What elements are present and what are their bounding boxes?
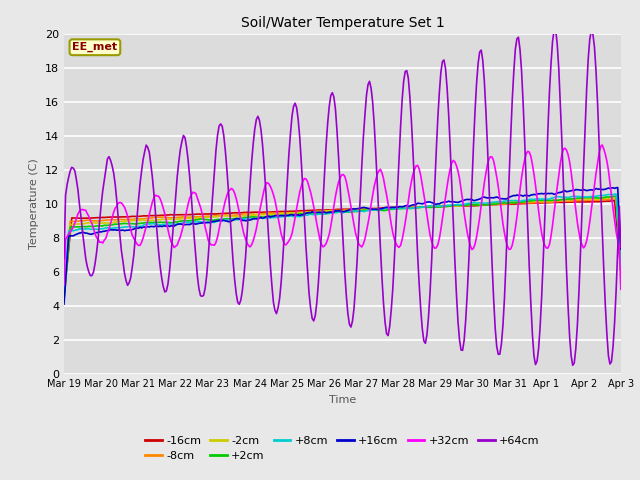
+8cm [254,216,262,221]
-8cm [617,262,625,267]
+32cm [617,287,625,292]
-8cm [244,211,252,217]
-16cm [303,208,311,214]
Line: +2cm: +2cm [64,196,621,301]
+32cm [244,243,252,249]
+32cm [586,219,594,225]
+2cm [254,215,262,220]
+8cm [303,212,311,218]
+64cm [303,268,311,274]
+32cm [60,282,68,288]
-8cm [254,212,262,217]
-8cm [586,197,594,203]
+8cm [226,217,234,223]
+2cm [586,194,594,200]
Y-axis label: Temperature (C): Temperature (C) [29,158,40,250]
-16cm [617,267,625,273]
-8cm [60,295,68,301]
+8cm [244,216,252,222]
+16cm [244,217,252,223]
+64cm [226,211,234,216]
Line: +32cm: +32cm [64,145,621,289]
+64cm [569,362,577,368]
+8cm [129,224,136,230]
+64cm [552,26,559,32]
Line: -2cm: -2cm [64,197,621,300]
-2cm [60,297,68,302]
-2cm [254,212,262,217]
+16cm [617,246,625,252]
-8cm [303,209,311,215]
-16cm [244,210,252,216]
+2cm [244,214,252,220]
+16cm [129,227,136,232]
Line: -16cm: -16cm [64,201,621,296]
+16cm [60,301,68,307]
+16cm [586,187,594,193]
Line: +8cm: +8cm [64,194,621,292]
Text: EE_met: EE_met [72,42,118,52]
-16cm [586,199,594,204]
-8cm [226,212,234,218]
+16cm [254,216,262,222]
+32cm [226,187,234,193]
+2cm [129,221,136,227]
+64cm [617,244,625,250]
-16cm [254,209,262,215]
-2cm [129,218,136,224]
+32cm [303,179,311,184]
+2cm [612,193,620,199]
-2cm [612,194,620,200]
+8cm [617,268,625,274]
+64cm [254,113,262,119]
+8cm [586,194,594,200]
+2cm [617,260,625,265]
+32cm [129,232,136,238]
+2cm [303,210,311,216]
+16cm [303,210,311,216]
+32cm [254,217,262,223]
-2cm [244,213,252,218]
-16cm [611,198,618,204]
+16cm [614,185,621,191]
-8cm [607,196,615,202]
-2cm [617,261,625,266]
+2cm [226,216,234,222]
Title: Soil/Water Temperature Set 1: Soil/Water Temperature Set 1 [241,16,444,30]
-2cm [226,214,234,219]
+32cm [598,142,606,148]
+64cm [589,31,596,37]
+8cm [60,289,68,295]
-16cm [129,214,136,219]
Line: +64cm: +64cm [64,29,621,365]
+8cm [612,191,620,197]
+64cm [244,206,252,212]
Line: -8cm: -8cm [64,199,621,298]
+64cm [129,264,136,270]
-8cm [129,216,136,222]
+2cm [60,298,68,304]
+16cm [226,219,234,225]
-16cm [226,210,234,216]
+64cm [60,255,68,261]
Line: +16cm: +16cm [64,188,621,304]
-2cm [303,209,311,215]
Legend: -16cm, -8cm, -2cm, +2cm, +8cm, +16cm, +32cm, +64cm: -16cm, -8cm, -2cm, +2cm, +8cm, +16cm, +3… [141,431,544,466]
-2cm [586,196,594,202]
X-axis label: Time: Time [329,395,356,405]
-16cm [60,293,68,299]
